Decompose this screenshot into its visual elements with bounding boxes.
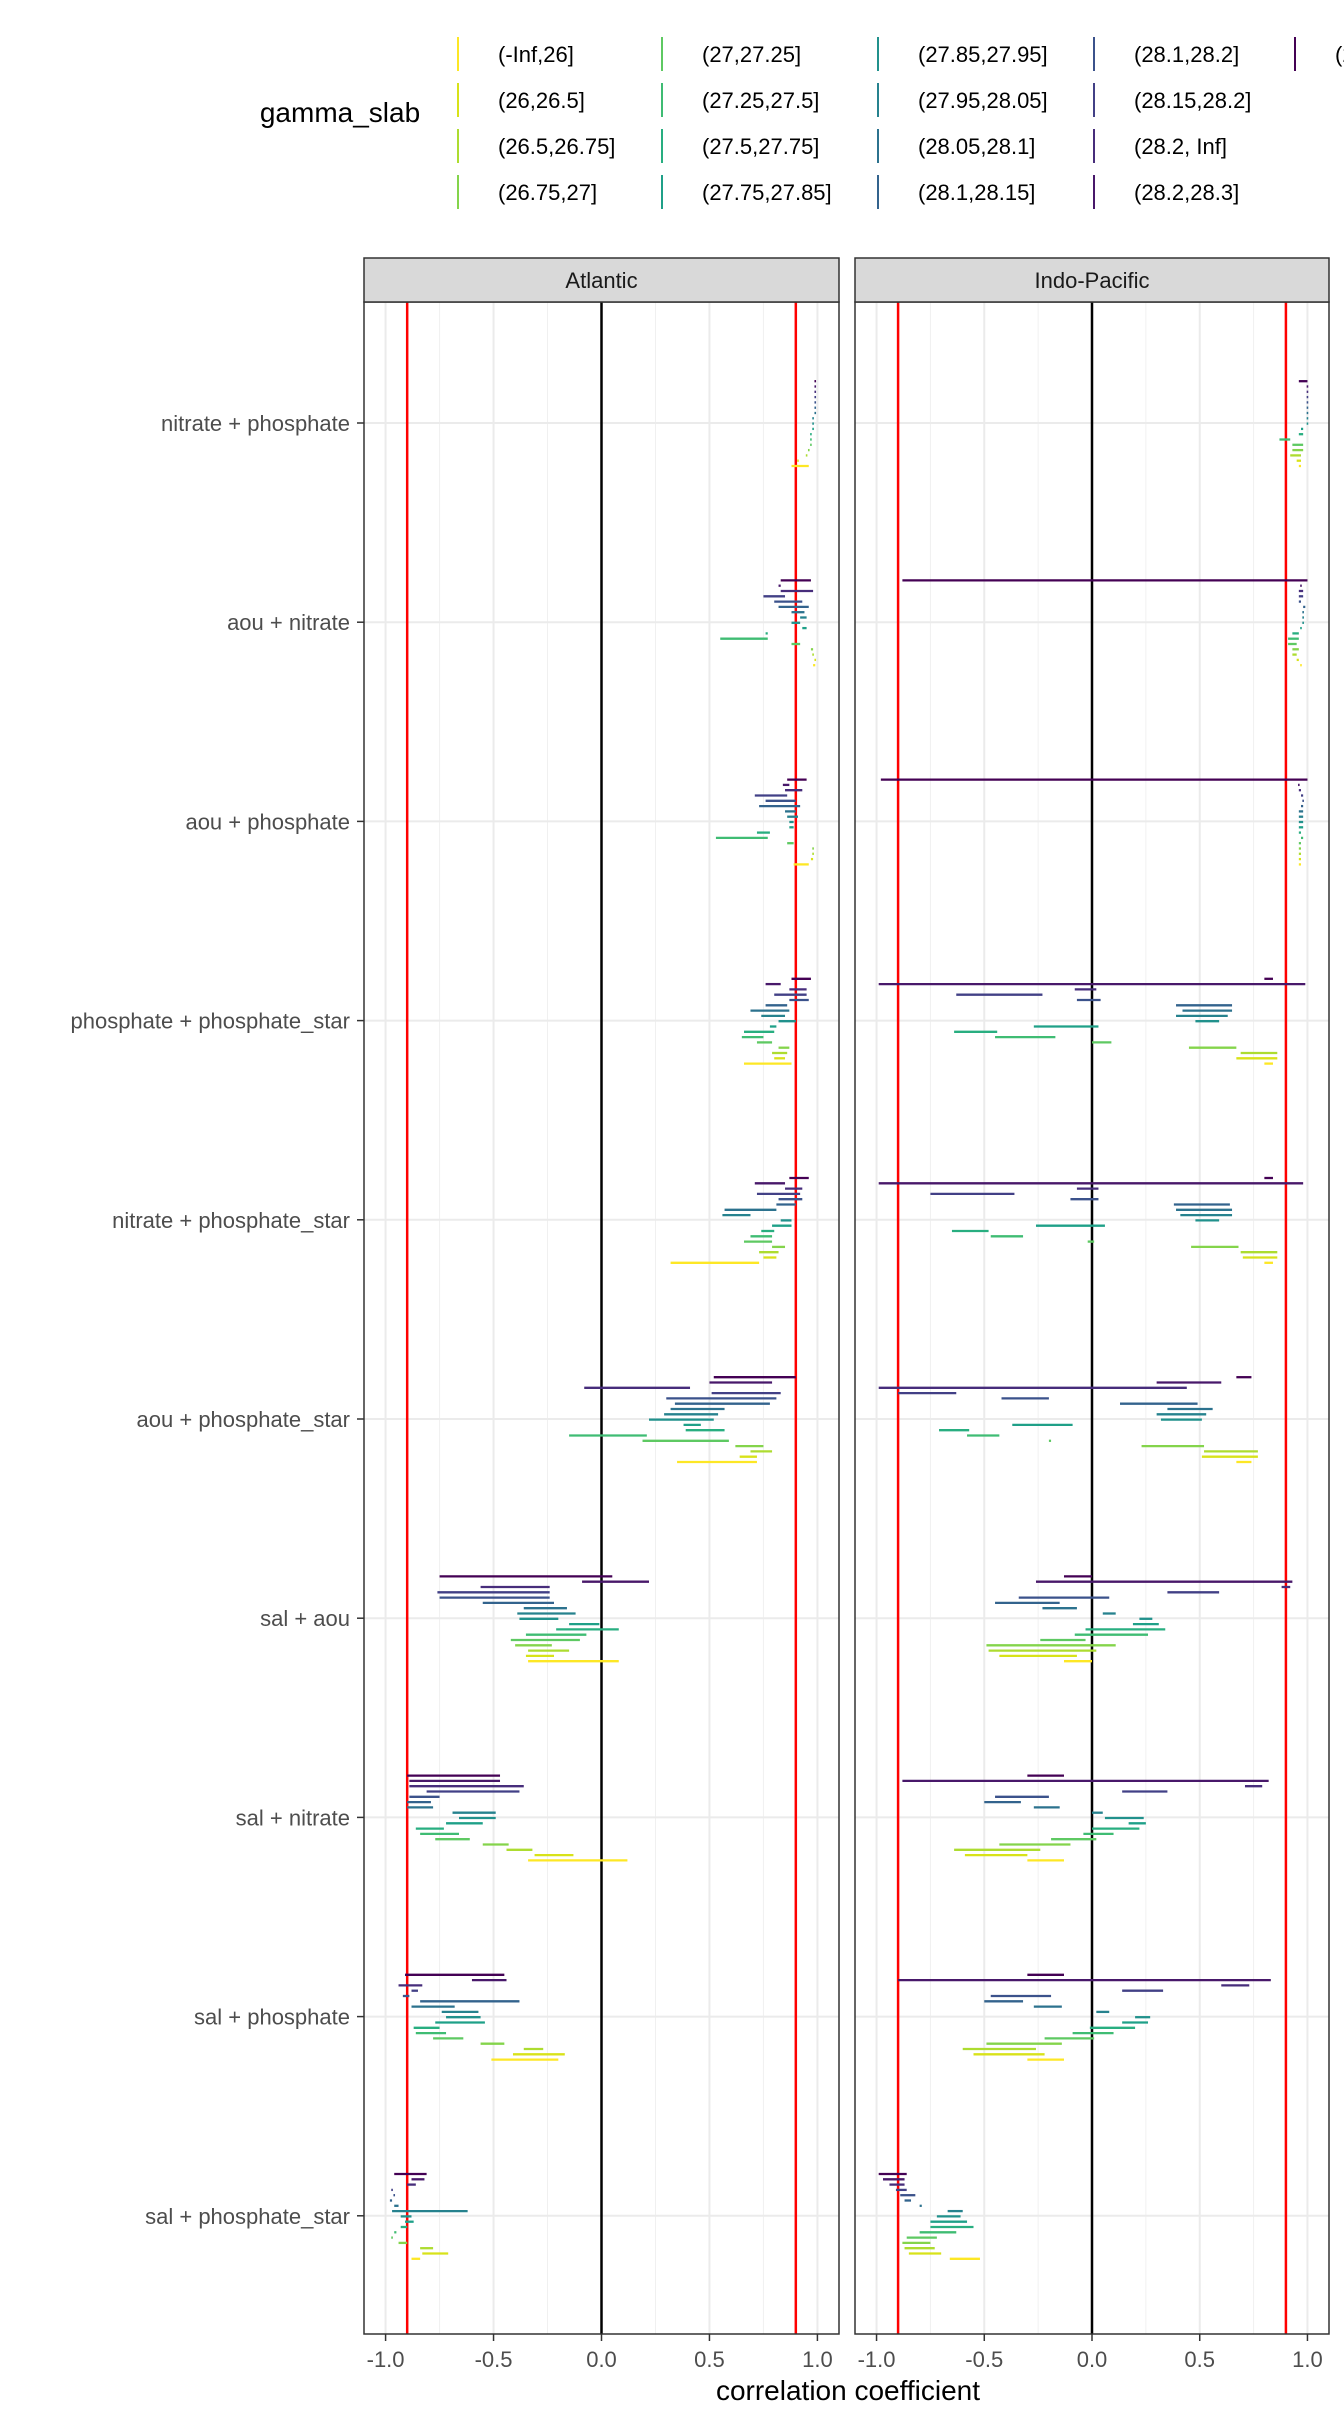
legend-label-13: (28.15,28.2] xyxy=(1134,88,1251,113)
x-tick-label: 0.0 xyxy=(586,2347,617,2372)
legend-label-8: (27.85,27.95] xyxy=(918,42,1048,67)
facet-strip xyxy=(363,257,840,303)
legend-label-10: (28.05,28.1] xyxy=(918,134,1035,159)
y-tick-label: aou + phosphate xyxy=(185,809,350,834)
x-tick-label: 1.0 xyxy=(1292,2347,1323,2372)
x-tick-label: 0.0 xyxy=(1077,2347,1108,2372)
legend-title: gamma_slab xyxy=(260,97,420,128)
y-tick-label: aou + phosphate_star xyxy=(137,1407,350,1432)
x-tick-label: -1.0 xyxy=(367,2347,405,2372)
panel-indo-pacific: Indo-Pacific -1.0 -0.5 0.0 0.5 1.0 xyxy=(854,257,1330,2372)
legend-label-1: (26,26.5] xyxy=(498,88,585,113)
x-tick-label: -0.5 xyxy=(965,2347,1003,2372)
facet-label-indo-pacific: Indo-Pacific xyxy=(1035,268,1150,293)
y-tick-label: nitrate + phosphate_star xyxy=(112,1208,350,1233)
x-tick-label: 0.5 xyxy=(694,2347,725,2372)
x-tick-label: -1.0 xyxy=(858,2347,896,2372)
x-tick-label: 0.5 xyxy=(1184,2347,1215,2372)
y-axis: nitrate + phosphate aou + nitrate aou + ph… xyxy=(70,411,364,2229)
x-axis-title: correlation coefficient xyxy=(716,2375,980,2406)
x-tick-label: 1.0 xyxy=(802,2347,833,2372)
legend-label-11: (28.1,28.15] xyxy=(918,180,1035,205)
legend: gamma_slab (-Inf,26] (26,26.5] (26.5,26.75… xyxy=(260,37,1344,209)
legend-label-15: (28.2,28.3] xyxy=(1134,180,1239,205)
facet-label-atlantic: Atlantic xyxy=(565,268,637,293)
y-tick-label: sal + nitrate xyxy=(236,1805,350,1830)
legend-items: (-Inf,26] (26,26.5] (26.5,26.75] (26.75,27]… xyxy=(457,37,1344,209)
y-tick-label: sal + aou xyxy=(260,1606,350,1631)
y-tick-label: sal + phosphate xyxy=(194,2005,350,2030)
y-tick-label: nitrate + phosphate xyxy=(161,411,350,436)
legend-label-9: (27.95,28.05] xyxy=(918,88,1048,113)
x-tick-label: -0.5 xyxy=(475,2347,513,2372)
segments-indo-pacific xyxy=(878,380,1309,2260)
legend-label-16: (2 xyxy=(1335,42,1344,67)
panel-atlantic: Atlantic -1.0 -0.5 0.0 0.5 1.0 xyxy=(363,257,840,2372)
y-tick-label: sal + phosphate_star xyxy=(145,2204,350,2229)
y-tick-label: aou + nitrate xyxy=(227,610,350,635)
legend-label-3: (26.75,27] xyxy=(498,180,597,205)
legend-label-6: (27.5,27.75] xyxy=(702,134,819,159)
legend-label-5: (27.25,27.5] xyxy=(702,88,819,113)
legend-label-0: (-Inf,26] xyxy=(498,42,574,67)
legend-label-2: (26.5,26.75] xyxy=(498,134,615,159)
legend-label-7: (27.75,27.85] xyxy=(702,180,832,205)
y-tick-label: phosphate + phosphate_star xyxy=(70,1009,350,1034)
legend-label-4: (27,27.25] xyxy=(702,42,801,67)
legend-label-14: (28.2, Inf] xyxy=(1134,134,1227,159)
facet-strip xyxy=(854,257,1330,303)
legend-label-12: (28.1,28.2] xyxy=(1134,42,1239,67)
panels: Atlantic -1.0 -0.5 0.0 0.5 1.0 Indo-Pacific -1.… xyxy=(363,257,1330,2372)
segments-atlantic xyxy=(389,380,817,2260)
